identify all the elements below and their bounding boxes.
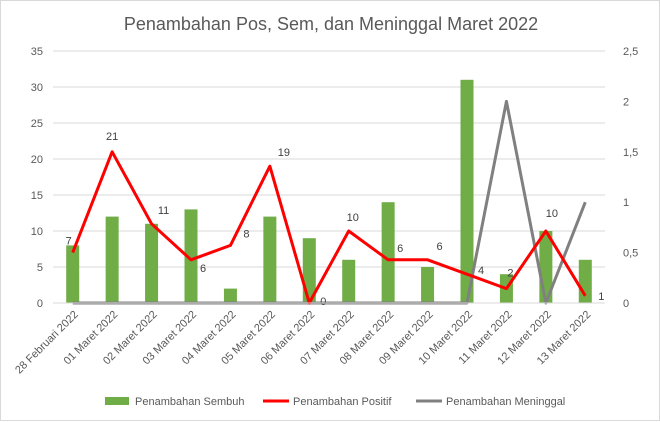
positif-data-label: 1 [598, 291, 604, 303]
legend-item-positif: Penambahan Positif [263, 396, 392, 408]
positif-data-label: 0 [320, 296, 326, 308]
legend-label: Penambahan Meninggal [446, 396, 565, 408]
data-labels: 7 21 11 6 8 19 0 10 6 6 4 2 10 1 [66, 131, 605, 308]
legend-label: Penambahan Sembuh [135, 396, 244, 408]
y-right-tick-label: 2,5 [623, 46, 638, 58]
y-left-tick-label: 30 [31, 82, 43, 94]
positif-data-label: 2 [507, 268, 513, 280]
y-left-tick-label: 35 [31, 46, 43, 58]
bar-sembuh [578, 259, 592, 303]
y-right-tick-label: 0,5 [623, 248, 638, 260]
legend: Penambahan Sembuh Penambahan Positif Penam… [105, 396, 565, 408]
y-right-tick-label: 0 [623, 298, 629, 310]
positif-data-label: 6 [437, 241, 443, 253]
y-left-tick-label: 5 [37, 262, 43, 274]
bar-sembuh [421, 267, 435, 303]
legend-label: Penambahan Positif [293, 396, 392, 408]
positif-data-label: 4 [478, 265, 484, 277]
positif-data-label: 7 [66, 236, 72, 248]
legend-swatch [105, 397, 129, 405]
y-left-tick-label: 25 [31, 118, 43, 130]
bar-sembuh [66, 245, 80, 303]
y-right-tick-label: 1,5 [623, 147, 638, 159]
chart-title: Penambahan Pos, Sem, dan Meninggal Maret… [124, 14, 538, 34]
bar-sembuh [263, 216, 277, 303]
y-right-tick-label: 1 [623, 197, 629, 209]
bar-sembuh [145, 223, 159, 303]
positif-data-label: 21 [106, 131, 118, 143]
y-right-tick-label: 2 [623, 96, 629, 108]
positif-data-label: 6 [200, 263, 206, 275]
grid-lines [53, 50, 605, 304]
legend-item-sembuh: Penambahan Sembuh [105, 396, 244, 408]
y-left-tick-label: 15 [31, 190, 43, 202]
positif-data-label: 11 [158, 205, 169, 217]
bar-sembuh [184, 209, 198, 303]
positif-data-label: 10 [347, 212, 359, 224]
legend-item-meninggal: Penambahan Meninggal [416, 396, 565, 408]
bar-sembuh [223, 288, 237, 303]
bars-sembuh [66, 79, 592, 303]
bar-sembuh [105, 216, 119, 303]
positif-data-label: 19 [278, 147, 290, 159]
positif-data-label: 10 [546, 208, 558, 220]
bar-sembuh [460, 79, 474, 303]
y-left-tick-label: 20 [31, 154, 43, 166]
y-left-tick-label: 10 [31, 226, 43, 238]
positif-data-label: 6 [397, 243, 403, 255]
positif-data-label: 8 [243, 228, 249, 240]
y-left-tick-label: 0 [37, 298, 43, 310]
bar-sembuh [342, 259, 356, 303]
bar-sembuh [381, 202, 395, 303]
line-positif [71, 150, 587, 305]
